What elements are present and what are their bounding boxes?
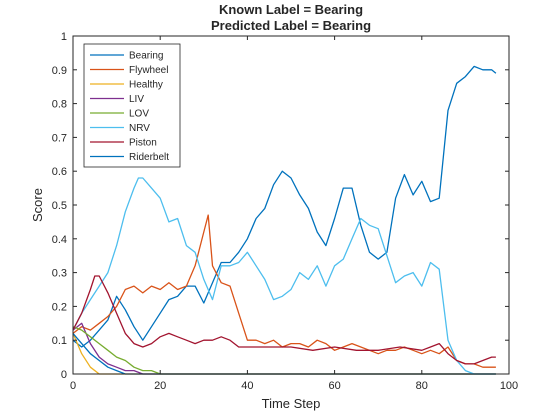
x-axis-label: Time Step — [262, 396, 321, 411]
x-tick-label: 80 — [416, 380, 428, 392]
legend-label-healthy: Healthy — [129, 80, 163, 91]
x-tick-label: 0 — [70, 380, 76, 392]
y-tick-label: 1 — [61, 31, 67, 43]
legend-label-nrv: NRV — [129, 123, 150, 134]
x-tick-label: 100 — [500, 380, 518, 392]
x-tick-label: 20 — [154, 380, 166, 392]
ticks-layer: 0 20 40 60 80 100 0 0.1 0.2 0.3 0.4 0.5 0.6 0.7 0.8 0.9… — [52, 31, 518, 392]
x-tick-label: 40 — [241, 380, 253, 392]
legend-label-liv: LIV — [129, 94, 144, 105]
x-tick-label: 60 — [328, 380, 340, 392]
legend-label-piston: Piston — [129, 138, 157, 149]
legend-label-bearing: Bearing — [129, 51, 163, 62]
legend: Bearing Flywheel Healthy LIV LOV NRV Piston Rid… — [83, 43, 181, 168]
legend-label-riderbelt: Riderbelt — [129, 152, 169, 163]
legend-label-flywheel: Flywheel — [129, 65, 168, 76]
y-tick-label: 0.8 — [52, 99, 67, 111]
chart-title: Known Label = Bearing — [219, 2, 363, 17]
y-tick-label: 0.2 — [52, 301, 67, 313]
series-line-piston — [72, 275, 496, 365]
legend-box — [83, 43, 181, 168]
y-axis-label: Score — [30, 188, 45, 222]
y-tick-label: 0.6 — [52, 166, 67, 178]
y-tick-label: 0.3 — [52, 268, 67, 280]
chart-subtitle: Predicted Label = Bearing — [211, 18, 371, 33]
series-line-bearing — [72, 65, 497, 348]
legend-label-lov: LOV — [129, 109, 149, 120]
y-tick-label: 0.7 — [52, 132, 67, 144]
y-tick-label: 0.1 — [52, 335, 67, 347]
y-tick-label: 0 — [61, 369, 67, 381]
y-tick-label: 0.9 — [52, 65, 67, 77]
series-line-nrv — [72, 177, 496, 375]
y-tick-label: 0.5 — [52, 200, 67, 212]
y-tick-label: 0.4 — [52, 234, 67, 246]
